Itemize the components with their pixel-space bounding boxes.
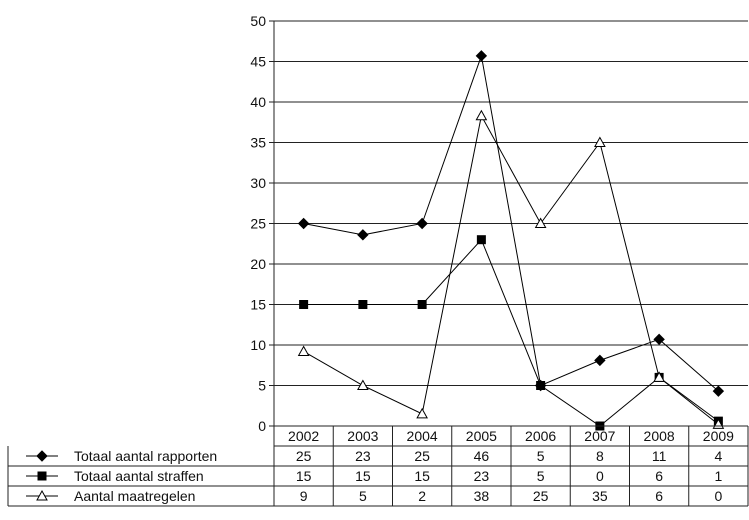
category-label-2009: 2009 [703, 428, 734, 444]
series-2-point-2006 [534, 217, 547, 228]
legend-key-marker-0 [36, 450, 48, 462]
series-1-point-2006 [536, 381, 546, 390]
series-0-point-2008 [653, 333, 665, 346]
table-cell-0-2004: 25 [414, 448, 430, 464]
table-cell-2-2007: 35 [592, 488, 608, 504]
series-0-point-2007 [594, 354, 606, 367]
series-2-point-2008 [653, 371, 665, 382]
category-label-2008: 2008 [644, 428, 675, 444]
series-1-point-2003 [358, 300, 368, 309]
table-cell-2-2009: 0 [714, 488, 722, 504]
series-2-point-2004 [416, 407, 428, 419]
table-cell-0-2005: 46 [474, 448, 490, 464]
table-cell-2-2003: 5 [359, 488, 367, 504]
table-cell-0-2008: 11 [652, 448, 667, 464]
table-cell-2-2005: 38 [474, 488, 490, 504]
legend-key-marker-2 [36, 489, 48, 501]
category-label-2007: 2007 [584, 428, 615, 444]
y-tick-label-45: 45 [250, 54, 266, 70]
table-cell-0-2002: 25 [296, 448, 312, 464]
gridlines [274, 20, 748, 427]
series-0-point-2004 [416, 217, 428, 230]
table-cell-0-2009: 4 [714, 448, 722, 464]
series-lines [297, 50, 725, 431]
series-2-point-2002 [297, 345, 310, 356]
legend-label-0: Totaal aantal rapporten [74, 448, 217, 464]
series-2-point-2005 [475, 109, 488, 121]
y-tick-label-40: 40 [250, 94, 266, 110]
table-cell-0-2003: 23 [355, 448, 371, 464]
y-tick-label-35: 35 [250, 135, 266, 151]
category-label-2004: 2004 [407, 428, 438, 444]
table-cell-1-2004: 15 [414, 468, 430, 484]
table-cell-1-2002: 15 [296, 468, 312, 484]
table-cell-2-2006: 25 [533, 488, 549, 504]
category-label-2006: 2006 [525, 428, 556, 444]
series-line-0 [303, 53, 719, 392]
table-cell-1-2006: 5 [537, 468, 545, 484]
table-cell-1-2003: 15 [355, 468, 371, 484]
series-2-point-2003 [357, 379, 369, 390]
y-tick-label-30: 30 [250, 175, 266, 191]
category-label-2005: 2005 [466, 428, 497, 444]
table-cell-1-2007: 0 [596, 468, 604, 484]
table-cell-2-2002: 9 [300, 488, 308, 504]
legend-label-2: Aantal maatregelen [74, 488, 195, 504]
y-tick-label-15: 15 [250, 297, 266, 313]
category-label-2002: 2002 [288, 428, 319, 444]
y-tick-label-10: 10 [250, 337, 266, 353]
table-cell-0-2007: 8 [596, 448, 604, 464]
series-0-point-2005 [475, 50, 488, 62]
series-0-point-2002 [297, 217, 310, 230]
legend-label-1: Totaal aantal straffen [74, 468, 204, 484]
table-cell-1-2009: 1 [714, 468, 722, 484]
series-1-point-2002 [299, 300, 309, 309]
series-line-1 [303, 238, 719, 427]
table-cell-2-2008: 6 [655, 488, 663, 504]
y-tick-label-0: 0 [258, 418, 266, 434]
series-line-2 [303, 114, 719, 425]
series-0-point-2009 [712, 385, 725, 397]
y-axis: 0 5 10 15 20 25 30 35 40 45 50 [250, 13, 275, 434]
y-tick-label-20: 20 [250, 256, 266, 272]
series-0-point-2003 [357, 229, 369, 241]
series-1-point-2005 [476, 235, 486, 245]
series-2-point-2007 [594, 136, 606, 147]
table-cell-1-2008: 6 [655, 468, 663, 484]
y-tick-label-50: 50 [250, 13, 266, 29]
legend-key-marker-1 [37, 471, 47, 481]
table-cell-1-2005: 23 [474, 468, 490, 484]
table-cell-0-2006: 5 [537, 448, 545, 464]
y-tick-label-25: 25 [250, 216, 266, 232]
y-tick-label-5: 5 [258, 378, 266, 394]
category-label-2003: 2003 [347, 428, 378, 444]
table-cell-2-2004: 2 [418, 488, 426, 504]
series-1-point-2004 [417, 300, 427, 309]
